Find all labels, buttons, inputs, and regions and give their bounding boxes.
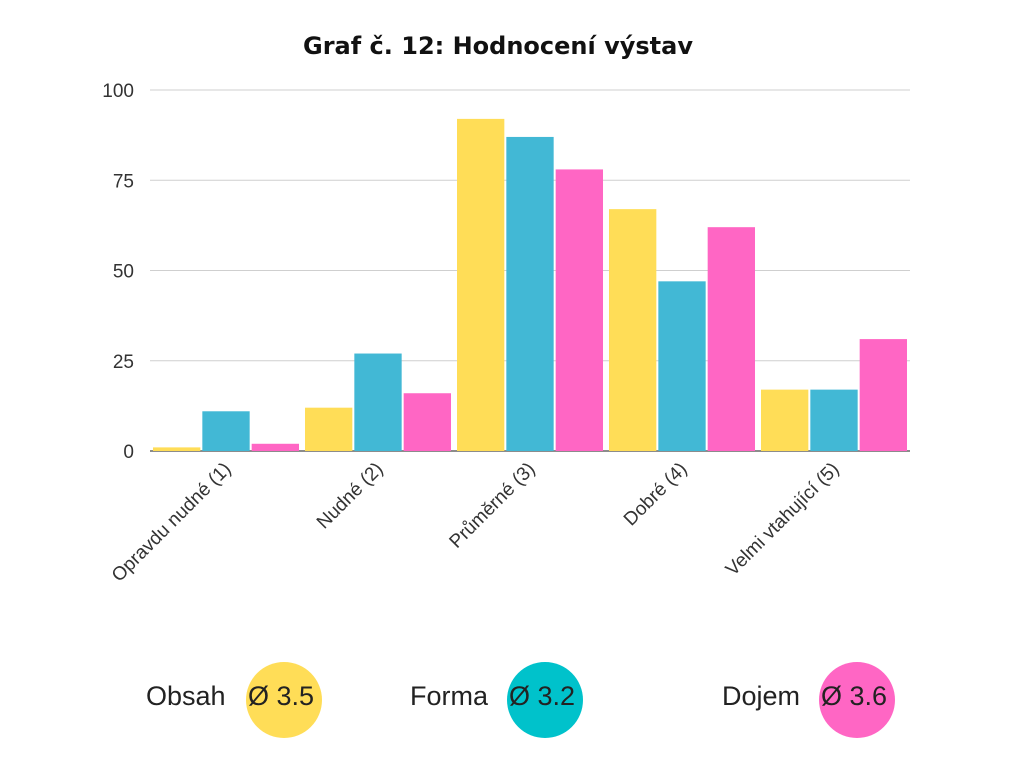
y-tick-label: 100: [102, 81, 134, 102]
bar-forma: [506, 136, 554, 451]
bar-dojem: [555, 169, 603, 452]
legend-average: Ø 3.2: [509, 681, 576, 711]
bar-forma: [658, 281, 706, 451]
legend-swatch: [246, 662, 322, 738]
bar-forma: [354, 353, 402, 451]
legend-label: Obsah: [146, 681, 226, 711]
bar-dojem: [859, 339, 907, 451]
legend-item-forma: Forma Ø 3.2: [410, 662, 590, 738]
bars: [153, 118, 907, 452]
legend-average: Ø 3.5: [248, 681, 315, 711]
y-tick-label: 25: [113, 352, 134, 373]
chart-title: Graf č. 12: Hodnocení výstav: [303, 32, 693, 60]
x-tick-label: Nudné (2): [313, 459, 388, 534]
bar-obsah: [153, 447, 201, 451]
bar-dojem: [403, 393, 451, 451]
bar-obsah: [609, 209, 657, 451]
bar-obsah: [457, 118, 505, 451]
legend-swatch: [819, 662, 895, 738]
x-tick-label: Průměrné (3): [446, 459, 540, 553]
bar-dojem: [251, 443, 299, 451]
bar-dojem: [707, 227, 755, 451]
x-tick-label: Velmi vtahující (5): [722, 459, 844, 581]
y-tick-label: 75: [113, 171, 134, 192]
y-tick-label: 0: [123, 442, 134, 463]
x-tick-label: Opravdu nudné (1): [108, 459, 236, 587]
bar-obsah: [761, 389, 809, 451]
legend-item-obsah: Obsah Ø 3.5: [146, 662, 326, 738]
bar-forma: [810, 389, 858, 451]
y-axis: 0 25 50 75 100: [102, 81, 134, 463]
legend-item-dojem: Dojem Ø 3.6: [722, 662, 902, 738]
legend-average: Ø 3.6: [821, 681, 888, 711]
bar-chart: Graf č. 12: Hodnocení výstav 0255075100 …: [102, 32, 910, 587]
x-tick-label: Dobré (4): [620, 459, 692, 531]
legend-label: Forma: [410, 681, 489, 711]
bar-obsah: [305, 407, 353, 451]
legend-label: Dojem: [722, 681, 801, 711]
legend-swatch: [507, 662, 583, 738]
x-axis: Opravdu nudné (1) Nudné (2) Průměrné (3) Do…: [108, 459, 844, 587]
bar-forma: [202, 411, 250, 451]
y-tick-label: 50: [113, 262, 134, 283]
